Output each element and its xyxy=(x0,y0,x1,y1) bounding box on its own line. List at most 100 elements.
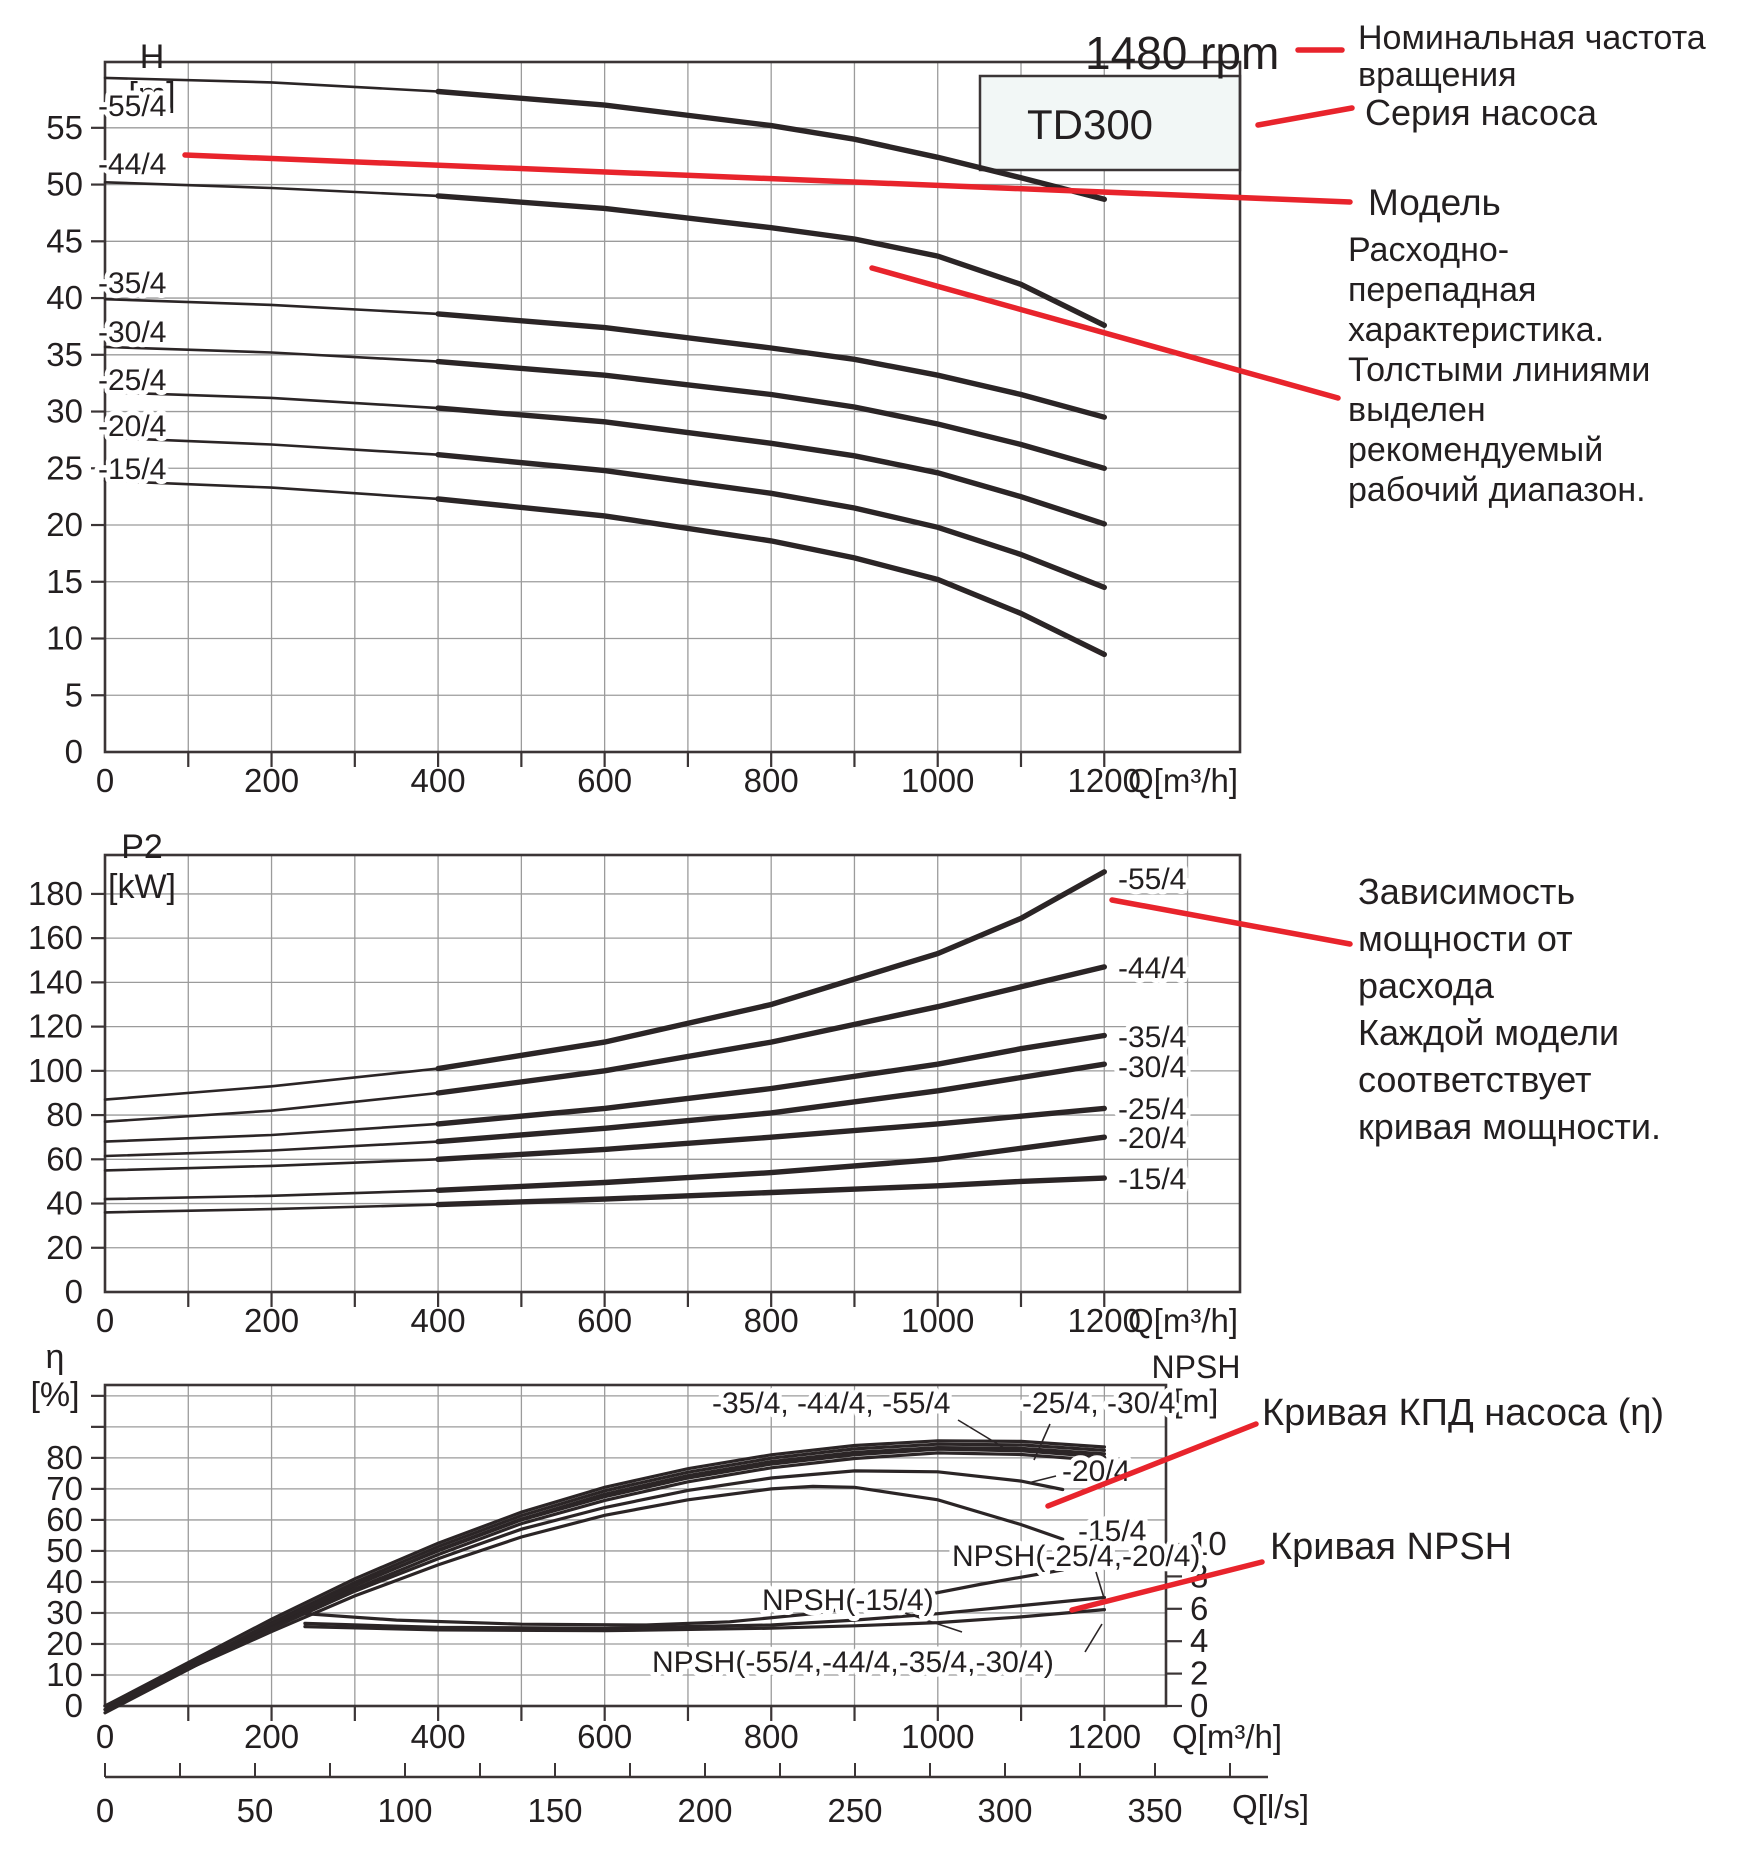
curve-label: -25/4, -30/4 xyxy=(1022,1387,1175,1420)
y-tick-label: 50 xyxy=(46,166,83,203)
power-note-line: соответствует xyxy=(1358,1059,1592,1100)
y-tick-label: 50 xyxy=(46,1532,83,1569)
x-tick-label: 0 xyxy=(96,1302,114,1339)
y-axis-title: [%] xyxy=(30,1376,79,1414)
y-tick-label: 20 xyxy=(46,1229,83,1266)
npsh-tick-label: 6 xyxy=(1190,1590,1208,1627)
curve-thick--25/4 xyxy=(435,1105,1107,1162)
curve-label: -35/4 xyxy=(98,267,166,300)
power-note-line: Каждой модели xyxy=(1358,1012,1620,1053)
rpm-note-line: Номинальная частота xyxy=(1358,19,1706,57)
y-tick-label: 40 xyxy=(46,279,83,316)
y-tick-label: 0 xyxy=(65,1273,83,1310)
curve-label: -30/4 xyxy=(98,316,166,349)
curve-label: -25/4 xyxy=(98,364,166,397)
ls-axis-unit: Q[l/s] xyxy=(1232,1788,1309,1825)
ls-tick-label: 250 xyxy=(827,1792,882,1829)
y-tick-label: 10 xyxy=(46,1656,83,1693)
npsh-axis-title: [m] xyxy=(1174,1383,1218,1419)
curve-label: -20/4 xyxy=(98,410,166,443)
curve-thick--35/4 xyxy=(435,1032,1107,1127)
y-tick-label: 20 xyxy=(46,506,83,543)
curve-η(-35/4,-44/4,-55/4) xyxy=(103,1439,1106,1708)
x-tick-label: 0 xyxy=(96,762,114,799)
curve-thick--55/4 xyxy=(435,869,1107,1072)
flow-note-line: рабочий диапазон. xyxy=(1348,471,1646,509)
y-tick-label: 20 xyxy=(46,1625,83,1662)
y-tick-label: 140 xyxy=(28,963,83,1000)
callout-line xyxy=(1255,105,1355,128)
rpm-note: Номинальная частота вращения xyxy=(1358,20,1706,94)
rpm-note-line: вращения xyxy=(1358,56,1517,94)
power-note-line: мощности от xyxy=(1358,918,1573,959)
flow-note-line: выделен xyxy=(1348,391,1486,429)
x-tick-label: 800 xyxy=(744,762,799,799)
callout-line xyxy=(1109,897,1353,947)
chart-efficiency-npsh: 0 200 400 600 800 1000 1200 Q[m³/h]010203040506… xyxy=(30,1338,1309,1829)
y-tick-label: 60 xyxy=(46,1501,83,1538)
flow-note-line: Расходно- xyxy=(1348,231,1510,269)
flow-note-line: Толстыми линиями xyxy=(1348,351,1651,389)
y-axis-title: [kW] xyxy=(108,868,176,906)
y-tick-label: 40 xyxy=(46,1563,83,1600)
y-tick-label: 25 xyxy=(46,449,83,486)
x-tick-label: 800 xyxy=(744,1302,799,1339)
x-tick-label: 1200 xyxy=(1068,1302,1141,1339)
x-axis-unit: Q[m³/h] xyxy=(1128,1302,1238,1339)
curve-thick--30/4 xyxy=(435,358,1107,471)
plot-frame xyxy=(103,1383,1168,1708)
power-note-line: Зависимость xyxy=(1358,871,1576,912)
label-leader xyxy=(1084,1623,1103,1653)
flow-note: Расходно- перепадная характеристика. Тол… xyxy=(1348,230,1650,510)
y-axis-title: P2 xyxy=(121,828,163,866)
y-tick-label: 30 xyxy=(46,1594,83,1631)
x-tick-label: 1200 xyxy=(1068,1718,1141,1755)
curve-label: -44/4 xyxy=(98,148,166,181)
y-tick-label: 5 xyxy=(65,676,83,713)
curve-NPSH(-55/4,-44/4,-35/4,-30/4) xyxy=(303,1608,1106,1633)
power-note-line: кривая мощности. xyxy=(1358,1106,1662,1147)
x-tick-label: 1000 xyxy=(901,1718,974,1755)
curve-thick--44/4 xyxy=(435,193,1107,328)
x-tick-label: 400 xyxy=(411,1302,466,1339)
x-axis-unit: Q[m³/h] xyxy=(1172,1718,1282,1755)
npsh-tick-label: 0 xyxy=(1190,1687,1208,1724)
series-note: Серия насоса xyxy=(1365,92,1597,133)
y-tick-label: 120 xyxy=(28,1008,83,1045)
x-tick-label: 200 xyxy=(244,762,299,799)
label-leader xyxy=(957,1419,1007,1450)
x-tick-label: 400 xyxy=(411,762,466,799)
y-tick-label: 40 xyxy=(46,1185,83,1222)
curve-label: -25/4 xyxy=(1118,1093,1186,1126)
y-tick-label: 30 xyxy=(46,393,83,430)
label-leader xyxy=(1033,1423,1051,1461)
x-tick-label: 200 xyxy=(244,1718,299,1755)
curve-thick--55/4 xyxy=(435,88,1107,202)
x-tick-label: 0 xyxy=(96,1718,114,1755)
y-tick-label: 80 xyxy=(46,1096,83,1133)
x-tick-label: 200 xyxy=(244,1302,299,1339)
y-tick-label: 70 xyxy=(46,1470,83,1507)
curve-thick--15/4 xyxy=(435,496,1107,658)
curve-label: -44/4 xyxy=(1118,952,1186,985)
ls-tick-label: 350 xyxy=(1127,1792,1182,1829)
callout-line xyxy=(869,265,1341,401)
ls-tick-label: 300 xyxy=(977,1792,1032,1829)
label-leader xyxy=(1027,1475,1057,1484)
curve-label: -20/4 xyxy=(1062,1455,1130,1488)
curve-thick--30/4 xyxy=(435,1061,1107,1145)
flow-note-line: характеристика. xyxy=(1348,311,1605,349)
y-tick-label: 55 xyxy=(46,109,83,146)
npsh-note: Кривая NPSH xyxy=(1270,1526,1513,1568)
curve-thick--35/4 xyxy=(435,311,1107,420)
x-tick-label: 600 xyxy=(577,1718,632,1755)
plot-frame xyxy=(103,853,1242,1294)
npsh-tick-label: 10 xyxy=(1190,1525,1227,1562)
y-tick-label: 0 xyxy=(65,733,83,770)
plot-frame xyxy=(103,60,1242,754)
flow-note-line: перепадная xyxy=(1348,271,1537,309)
